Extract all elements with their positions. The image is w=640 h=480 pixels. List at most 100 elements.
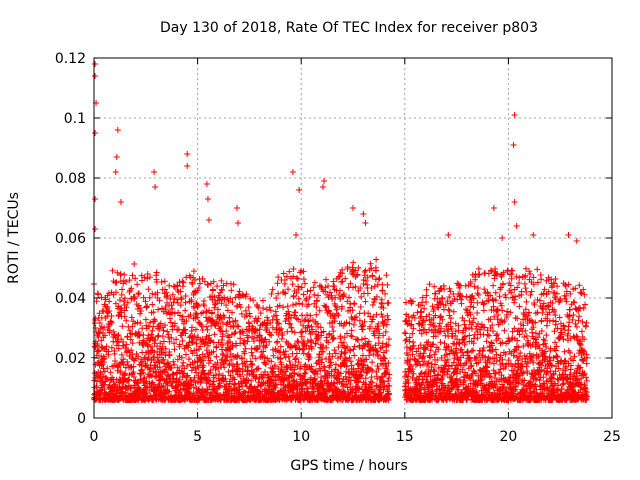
data-point (111, 350, 118, 357)
data-point (105, 290, 112, 297)
data-point (248, 367, 255, 374)
data-point (194, 314, 201, 321)
data-point (222, 375, 229, 382)
data-point (96, 320, 103, 327)
data-point (141, 274, 148, 281)
data-point (95, 347, 102, 354)
data-point (219, 350, 226, 357)
data-point (119, 379, 126, 386)
data-point (123, 341, 130, 348)
data-point (134, 281, 141, 288)
data-point (236, 386, 243, 393)
data-point (201, 278, 208, 285)
data-point (195, 285, 202, 292)
data-point (121, 295, 128, 302)
data-point (140, 369, 147, 376)
data-point (237, 335, 244, 342)
data-point (179, 278, 186, 285)
data-point (201, 370, 208, 377)
data-point (266, 338, 273, 345)
data-point (146, 294, 153, 301)
data-point (233, 342, 240, 349)
data-point (217, 323, 224, 330)
data-point (107, 369, 114, 376)
data-point (156, 297, 163, 304)
data-point (270, 368, 277, 375)
data-point (129, 323, 136, 330)
data-point (121, 271, 128, 278)
data-point (147, 319, 154, 326)
data-point (221, 364, 228, 371)
data-point (132, 275, 139, 282)
data-point (167, 319, 174, 326)
data-point (271, 362, 278, 369)
data-point (171, 361, 178, 368)
data-point (152, 318, 159, 325)
data-point (229, 299, 236, 306)
data-point (223, 302, 230, 309)
data-point (234, 352, 241, 359)
data-point (95, 291, 102, 298)
data-point (116, 296, 123, 303)
data-point (193, 311, 200, 318)
data-point (167, 315, 174, 322)
data-point (228, 287, 235, 294)
data-point (247, 295, 254, 302)
data-point (188, 378, 195, 385)
data-point (189, 339, 196, 346)
data-point (260, 348, 267, 355)
data-point (232, 317, 239, 324)
data-point (188, 297, 195, 304)
data-point (249, 361, 256, 368)
data-point (163, 378, 170, 385)
data-point (171, 346, 178, 353)
data-point (196, 346, 203, 353)
data-point (236, 288, 243, 295)
data-point (202, 336, 209, 343)
data-point (187, 311, 194, 318)
data-point (120, 298, 127, 305)
data-point (115, 345, 122, 352)
data-point (188, 324, 195, 331)
data-point (226, 334, 233, 341)
data-point (122, 389, 129, 396)
data-point (176, 312, 183, 319)
data-point (235, 323, 242, 330)
data-point (264, 314, 271, 321)
data-point (209, 286, 216, 293)
data-point (182, 307, 189, 314)
data-point (142, 316, 149, 323)
data-point (210, 278, 217, 285)
data-point (163, 289, 170, 296)
data-point (200, 357, 207, 364)
data-point (219, 331, 226, 338)
data-point (268, 290, 275, 297)
data-point (149, 301, 156, 308)
data-point (118, 291, 125, 298)
data-point (182, 299, 189, 306)
data-point (174, 356, 181, 363)
data-point (221, 358, 228, 365)
data-point (169, 305, 176, 312)
data-point (108, 312, 115, 319)
data-point (171, 310, 178, 317)
data-point (113, 289, 120, 296)
data-point (141, 354, 148, 361)
data-point (121, 313, 128, 320)
data-point (117, 270, 124, 277)
data-point (187, 382, 194, 389)
data-point (241, 359, 248, 366)
data-point (139, 277, 146, 284)
data-point (101, 332, 108, 339)
data-point (157, 340, 164, 347)
data-point (192, 310, 199, 317)
data-point (93, 298, 100, 305)
data-point (223, 328, 230, 335)
data-point (160, 356, 167, 363)
data-point (237, 304, 244, 311)
data-point (170, 358, 177, 365)
data-point (151, 340, 158, 347)
data-point (210, 381, 217, 388)
data-point (260, 305, 267, 312)
data-point (114, 269, 121, 276)
